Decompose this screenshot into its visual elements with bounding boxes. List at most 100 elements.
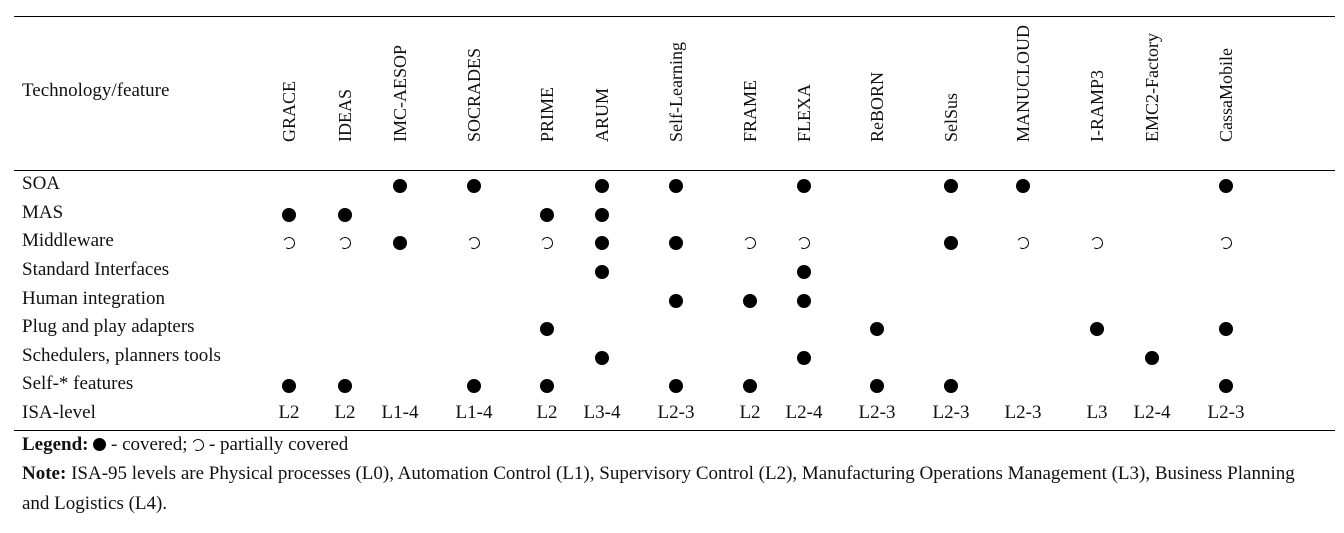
covered-dot-icon [743, 293, 757, 308]
column-header-self-learning: Self-Learning [656, 20, 696, 164]
table-cell [646, 171, 706, 197]
covered-dot-icon [669, 293, 683, 308]
covered-dot-icon [282, 207, 296, 222]
table-cell [572, 343, 632, 369]
table-cell [315, 200, 375, 226]
table-cell [259, 371, 319, 397]
covered-dot-icon [467, 178, 481, 193]
table-cell [315, 228, 375, 254]
isa-level-value: L2 [334, 402, 356, 423]
table-cell [1122, 343, 1182, 369]
table-cell [993, 171, 1053, 197]
covered-dot-icon [669, 235, 683, 250]
table-header-rule [14, 170, 1335, 171]
legend-partial-text: - partially covered [204, 434, 349, 455]
table-cell [517, 228, 577, 254]
covered-dot-icon [669, 178, 683, 193]
isa-level-value: L2-4 [1133, 402, 1171, 423]
table-cell [646, 228, 706, 254]
column-header-label: SOCRADES [464, 47, 484, 142]
table-cell [572, 171, 632, 197]
isa-level-value: L2-3 [858, 402, 896, 423]
row-label: SOA [22, 173, 61, 194]
covered-dot-icon [797, 264, 811, 279]
column-header-i-ramp3: I-RAMP3 [1077, 20, 1117, 164]
table-cell [259, 228, 319, 254]
isa-level-value: L2 [536, 402, 558, 423]
table-cell [847, 314, 907, 340]
row-label-isa-level: ISA-level [22, 402, 96, 423]
covered-dot-icon [540, 378, 554, 393]
table-cell [517, 200, 577, 226]
row-label: Plug and play adapters [22, 316, 195, 337]
table-top-rule [14, 16, 1335, 17]
table-cell [1196, 314, 1256, 340]
covered-dot-icon [540, 321, 554, 336]
column-header-label: IMC-AESOP [390, 44, 410, 142]
covered-dot-icon [338, 378, 352, 393]
covered-dot-icon [393, 178, 407, 193]
table-cell [1067, 228, 1127, 254]
column-header-selsus: SelSus [931, 20, 971, 164]
note-title: Note: [22, 463, 67, 484]
table-cell [774, 343, 834, 369]
table-cell [646, 286, 706, 312]
table-cell [774, 228, 834, 254]
isa-level-value: L2 [278, 402, 300, 423]
table-cell [720, 228, 780, 254]
column-header-prime: PRIME [527, 20, 567, 164]
table-cell [572, 228, 632, 254]
isa-level-value: L1-4 [455, 402, 493, 423]
covered-dot-icon [797, 350, 811, 365]
covered-dot-icon [595, 264, 609, 279]
column-header-label: ARUM [592, 87, 612, 142]
column-header-socrades: SOCRADES [454, 20, 494, 164]
covered-dot-icon [282, 378, 296, 393]
row-label: Standard Interfaces [22, 259, 170, 280]
column-header-manucloud: MANUCLOUD [1003, 20, 1043, 164]
partial-circle-icon [1218, 235, 1234, 251]
covered-dot-icon [467, 378, 481, 393]
table-cell [1067, 314, 1127, 340]
partial-circle-icon [796, 235, 812, 251]
table-cell [720, 286, 780, 312]
covered-dot-icon [1219, 378, 1233, 393]
covered-dot-icon [944, 378, 958, 393]
table-cell [370, 228, 430, 254]
column-header-label: I-RAMP3 [1087, 69, 1107, 142]
table-cell [720, 371, 780, 397]
covered-dot-icon [1219, 321, 1233, 336]
row-label: Schedulers, planners tools [22, 345, 221, 366]
column-header-ideas: IDEAS [325, 20, 365, 164]
covered-dot-icon [595, 235, 609, 250]
column-header-reborn: ReBORN [857, 20, 897, 164]
table-cell [921, 171, 981, 197]
covered-dot-icon [1090, 321, 1104, 336]
partial-circle-icon [281, 235, 297, 251]
column-header-label: Self-Learning [666, 42, 686, 142]
covered-dot-icon [93, 438, 107, 451]
covered-dot-icon [1016, 178, 1030, 193]
table-cell [444, 171, 504, 197]
covered-dot-icon [540, 207, 554, 222]
column-header-imc-aesop: IMC-AESOP [380, 20, 420, 164]
table-cell [315, 371, 375, 397]
column-header-label: IDEAS [335, 89, 355, 142]
table-cell [774, 171, 834, 197]
column-header-flexa: FLEXA [784, 20, 824, 164]
note: Note: ISA-95 levels are Physical process… [22, 459, 1322, 519]
column-header-emc2-factory: EMC2-Factory [1132, 20, 1172, 164]
column-header-label: CassaMobile [1216, 48, 1236, 142]
table-bottom-rule [14, 430, 1335, 431]
legend: Legend: - covered; - partially covered [22, 432, 348, 458]
column-header-label: EMC2-Factory [1142, 33, 1162, 142]
covered-dot-icon [338, 207, 352, 222]
covered-dot-icon [870, 321, 884, 336]
covered-dot-icon [393, 235, 407, 250]
table-cell [774, 257, 834, 283]
legend-title: Legend: [22, 434, 89, 455]
table-cell [572, 257, 632, 283]
partial-circle-icon [742, 235, 758, 251]
partial-circle-icon [337, 235, 353, 251]
table-cell [572, 200, 632, 226]
